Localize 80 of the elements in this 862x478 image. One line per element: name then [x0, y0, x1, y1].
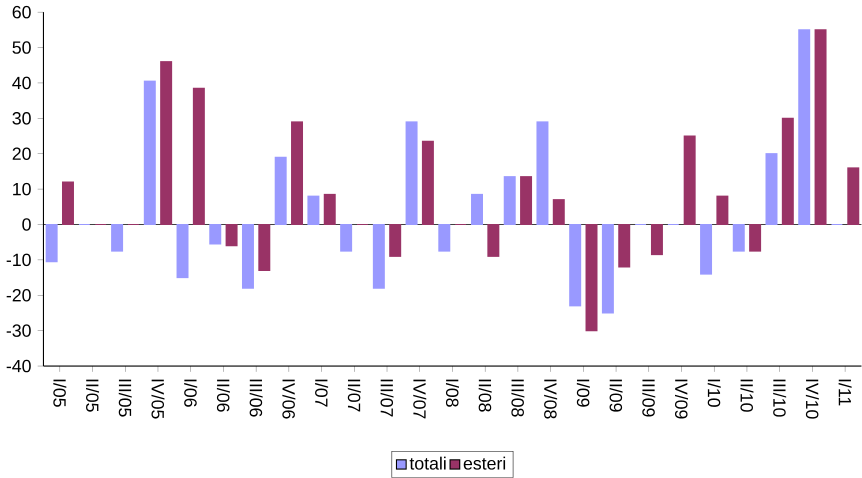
bar: [700, 224, 712, 275]
y-tick-label: 20: [12, 148, 31, 160]
y-tick-label: 30: [12, 112, 31, 125]
bar: [684, 136, 696, 226]
y-tick-label: -10: [6, 254, 31, 266]
x-tick-label: III/06: [250, 380, 263, 417]
bar: [602, 224, 614, 314]
bar: [192, 88, 205, 226]
y-tick-label: 50: [12, 41, 31, 54]
x-tick-label: III/05: [118, 380, 132, 417]
bar: [766, 153, 778, 226]
bar: [552, 199, 565, 226]
bar: [569, 224, 582, 306]
bar: [46, 224, 58, 262]
x-tick-label: I/08: [446, 380, 459, 407]
bar: [340, 224, 352, 252]
x-tick-label: II/06: [216, 380, 230, 412]
bar: [226, 224, 238, 246]
bar: [716, 196, 728, 226]
x-tick-label: IV/06: [282, 380, 296, 419]
x-tick-label: I/06: [184, 380, 198, 407]
bar: [438, 224, 450, 252]
y-tick-label: -40: [6, 360, 31, 372]
bar: [814, 29, 827, 226]
x-tick-label: III/08: [511, 380, 524, 417]
bar: [291, 121, 304, 226]
legend-label: esteri: [464, 456, 506, 470]
bar: [504, 176, 516, 226]
bar: [782, 118, 794, 226]
bar: [520, 176, 532, 226]
bar: [144, 80, 156, 226]
y-tick-label: -30: [6, 324, 31, 337]
bar: [749, 224, 762, 252]
bar: [307, 196, 320, 226]
x-tick-label: I/07: [315, 380, 328, 407]
bar: [111, 224, 124, 252]
bar: [258, 224, 270, 272]
bar: [650, 224, 663, 256]
x-tick-label: III/10: [773, 380, 786, 417]
bar: [209, 224, 222, 245]
y-tick-label: -20: [6, 289, 31, 302]
bar: [732, 224, 745, 252]
x-tick-label: I/10: [708, 380, 721, 407]
x-tick-label: II/10: [740, 380, 754, 412]
bar: [242, 224, 254, 289]
x-tick-label: II/09: [610, 380, 623, 412]
y-tick-label: 60: [12, 6, 31, 18]
x-tick-label: IV/10: [806, 380, 819, 419]
x-tick-label: IV/07: [413, 380, 426, 418]
x-tick-label: IV/09: [675, 380, 688, 419]
x-tick-label: III/09: [642, 380, 656, 417]
y-tick-label: 10: [13, 182, 31, 196]
y-tick-label: 40: [12, 76, 31, 90]
bar: [847, 167, 860, 226]
x-tick-label: I/05: [53, 380, 66, 407]
x-tick-label: II/08: [478, 380, 492, 412]
x-tick-label: III/07: [380, 380, 394, 417]
bar: [160, 61, 172, 226]
bar: [798, 29, 810, 226]
bar: [487, 224, 500, 257]
y-tick-label: 0: [22, 218, 31, 231]
bar: [618, 224, 630, 268]
x-tick-label: II/07: [348, 380, 361, 412]
bar: [586, 224, 598, 332]
bar: [406, 121, 418, 226]
x-tick-label: I/11: [838, 380, 852, 406]
legend-label: totali: [410, 456, 446, 470]
bar: [422, 140, 434, 226]
x-tick-label: I/09: [576, 380, 590, 407]
bar: [62, 182, 74, 226]
x-tick-label: IV/08: [544, 380, 558, 419]
bar: [471, 194, 484, 226]
bar: [176, 224, 189, 278]
bar: [372, 224, 385, 289]
bar: [324, 194, 336, 226]
bar: [274, 156, 287, 226]
bar: [389, 224, 402, 257]
x-tick-label: IV/05: [151, 380, 164, 419]
bar: [536, 121, 548, 226]
x-tick-label: II/05: [86, 380, 100, 412]
